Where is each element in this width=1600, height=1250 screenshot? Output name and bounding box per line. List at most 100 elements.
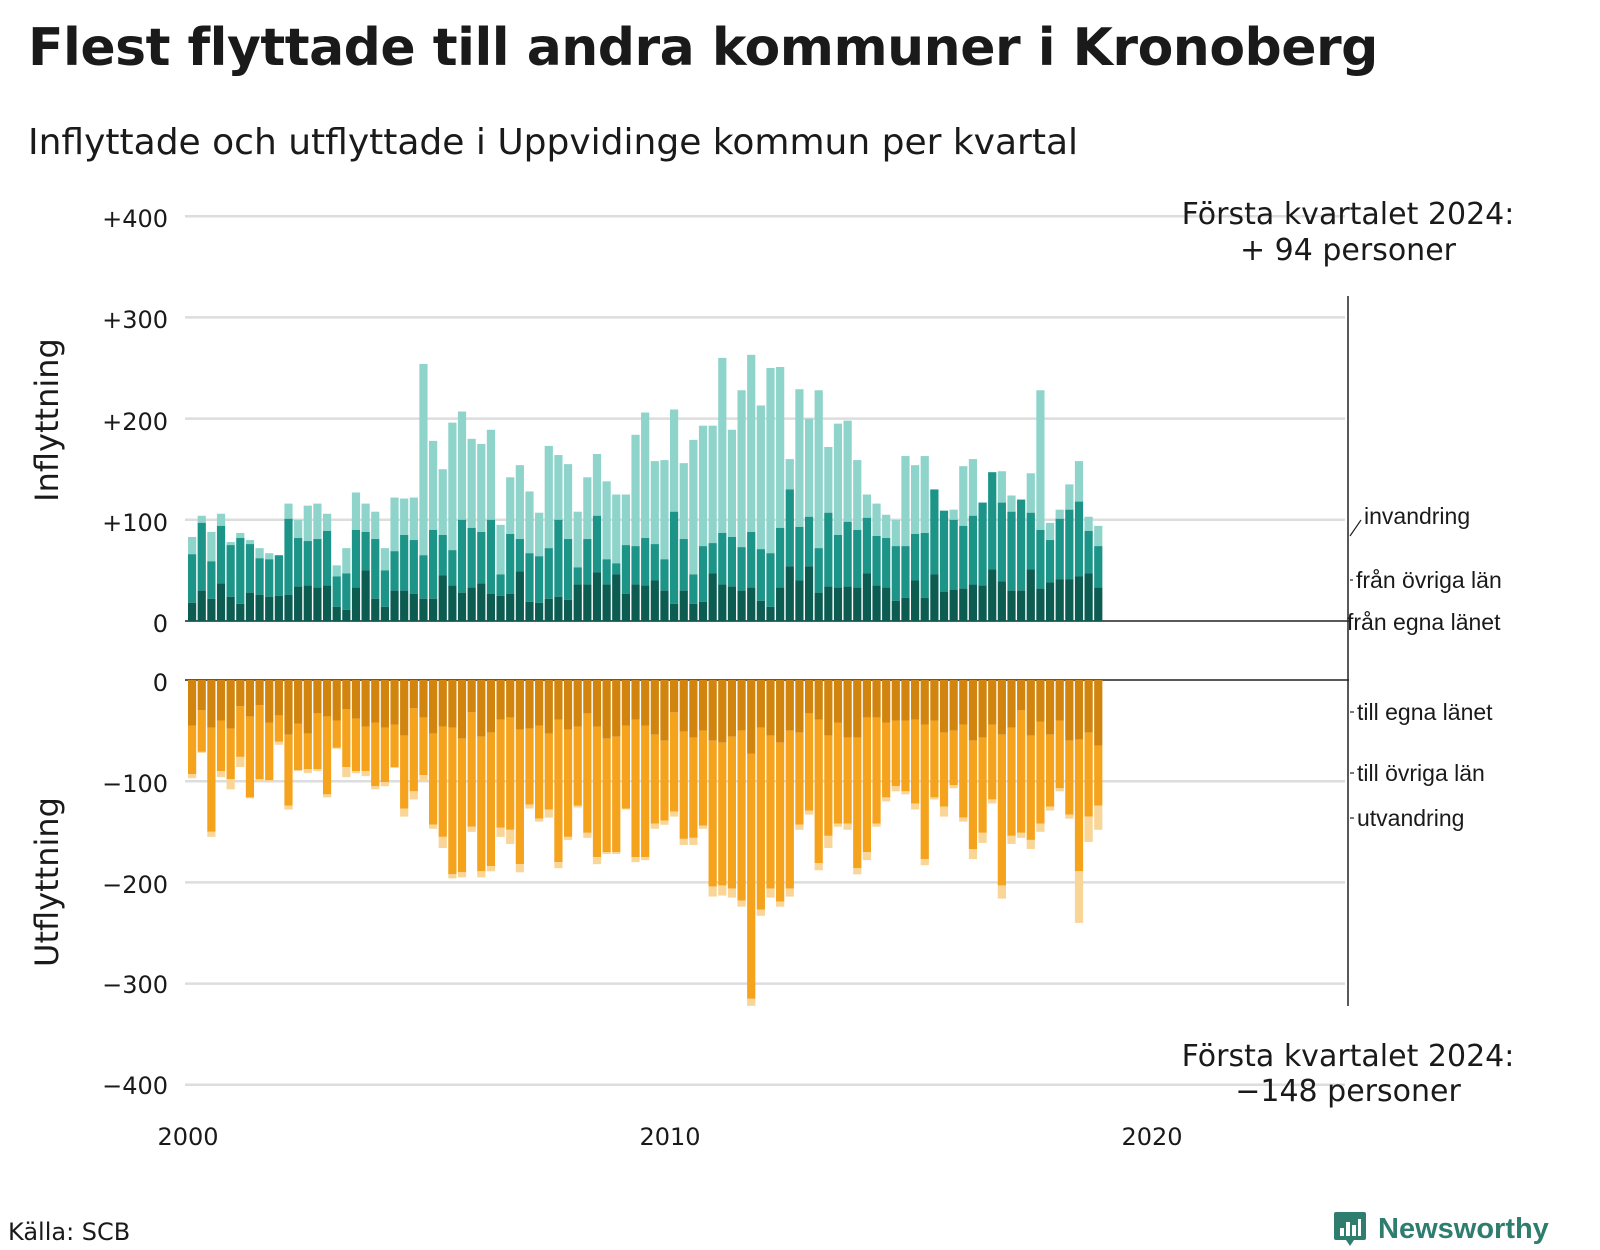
bar-inflow-own-county: [313, 587, 322, 621]
bar-inflow-other-counties: [766, 553, 775, 607]
bar-inflow-own-county: [1094, 587, 1103, 621]
bar-outflow-other-counties: [708, 740, 717, 887]
bar-inflow-immigration: [592, 454, 602, 516]
bar-outflow-own-county: [795, 680, 804, 733]
bar-inflow-own-county: [361, 570, 370, 621]
bar-outflow-other-counties: [833, 722, 843, 824]
bar-outflow-own-county: [978, 680, 987, 738]
bar-outflow-other-counties: [1074, 739, 1084, 872]
bar-inflow-other-counties: [322, 530, 332, 586]
bar-outflow-other-counties: [737, 730, 746, 901]
bar-inflow-other-counties: [882, 538, 891, 588]
bar-inflow-own-county: [602, 584, 611, 621]
bar-outflow-other-counties: [930, 720, 939, 798]
bar-outflow-other-counties: [245, 716, 255, 798]
bar-inflow-immigration: [776, 366, 785, 528]
bar-outflow-own-county: [535, 680, 544, 726]
bar-outflow-other-counties: [226, 728, 235, 780]
bar-outflow-own-county: [515, 680, 524, 730]
bar-outflow-emigration: [284, 805, 293, 810]
bar-inflow-immigration: [1045, 522, 1055, 541]
bar-outflow-own-county: [1065, 680, 1074, 741]
bar-inflow-immigration: [833, 423, 843, 535]
bar-inflow-immigration: [872, 503, 881, 536]
bar-outflow-other-counties: [554, 719, 563, 863]
bar-outflow-other-counties: [814, 719, 823, 864]
bar-outflow-emigration: [602, 852, 611, 855]
annotation-bottom-line1: Första kvartalet 2024:: [1182, 1039, 1515, 1074]
bar-inflow-other-counties: [351, 529, 361, 588]
bar-outflow-emigration: [631, 857, 640, 863]
bar-outflow-own-county: [853, 680, 862, 738]
bar-outflow-own-county: [689, 680, 698, 738]
bar-outflow-own-county: [959, 680, 968, 725]
bar-inflow-own-county: [988, 569, 997, 621]
brand-logo: Newsworthy: [1332, 1210, 1549, 1248]
bar-inflow-own-county: [891, 600, 900, 621]
bar-outflow-other-counties: [496, 719, 505, 828]
bar-inflow-own-county: [496, 595, 505, 621]
bar-inflow-other-counties: [660, 559, 669, 591]
bar-inflow-other-counties: [245, 544, 255, 593]
bar-inflow-other-counties: [303, 541, 312, 586]
bar-outflow-own-county: [968, 680, 978, 741]
bar-inflow-immigration: [843, 420, 852, 522]
bar-inflow-other-counties: [862, 517, 871, 574]
bar-outflow-other-counties: [1017, 710, 1026, 833]
bar-outflow-emigration: [390, 767, 399, 769]
bar-outflow-other-counties: [978, 737, 987, 833]
bar-outflow-own-county: [612, 680, 621, 737]
bar-outflow-other-counties: [727, 736, 737, 889]
bar-inflow-own-county: [438, 575, 447, 621]
bar-inflow-immigration: [804, 418, 814, 517]
bar-inflow-own-county: [621, 593, 630, 621]
bar-inflow-other-counties: [207, 561, 216, 599]
bar-outflow-emigration: [959, 817, 968, 822]
bar-inflow-other-counties: [554, 519, 563, 597]
bar-inflow-immigration: [1055, 509, 1064, 519]
bar-inflow-immigration: [612, 494, 621, 564]
bar-outflow-own-county: [486, 680, 496, 733]
bar-inflow-immigration: [390, 497, 399, 552]
bar-inflow-other-counties: [563, 539, 573, 600]
bar-inflow-immigration: [486, 429, 496, 520]
bar-outflow-own-county: [660, 680, 669, 741]
bar-inflow-other-counties: [390, 551, 399, 591]
bar-outflow-other-counties: [641, 725, 650, 858]
bar-inflow-immigration: [650, 461, 659, 545]
bar-inflow-own-county: [776, 587, 785, 621]
y-tick-bottom: −400: [102, 1072, 168, 1100]
bar-outflow-other-counties: [1055, 720, 1064, 789]
bar-inflow-immigration: [535, 512, 544, 557]
bar-outflow-emigration: [207, 831, 216, 837]
bar-outflow-own-county: [1074, 680, 1084, 740]
bar-inflow-immigration: [602, 481, 611, 560]
bar-inflow-immigration: [708, 425, 717, 544]
bar-outflow-emigration: [245, 797, 255, 799]
bar-inflow-other-counties: [515, 539, 524, 572]
bar-inflow-immigration: [968, 459, 978, 516]
bar-outflow-own-county: [833, 680, 843, 723]
bar-outflow-emigration: [766, 888, 775, 898]
brand-name: Newsworthy: [1378, 1212, 1549, 1245]
bar-outflow-other-counties: [698, 730, 708, 826]
bar-inflow-other-counties: [1055, 518, 1064, 580]
bar-outflow-other-counties: [785, 730, 794, 889]
bar-inflow-immigration: [882, 514, 891, 539]
bar-outflow-other-counties: [862, 717, 871, 853]
bar-outflow-own-county: [457, 680, 467, 739]
bar-outflow-emigration: [380, 782, 389, 787]
bar-inflow-immigration: [294, 519, 303, 539]
bar-outflow-other-counties: [236, 706, 245, 757]
bar-outflow-own-county: [1036, 680, 1045, 722]
bar-outflow-other-counties: [438, 726, 447, 837]
bar-inflow-own-county: [294, 586, 303, 621]
bar-outflow-own-county: [563, 680, 573, 730]
bar-inflow-own-county: [756, 600, 765, 621]
bar-inflow-immigration: [920, 456, 929, 533]
bar-inflow-own-county: [833, 587, 843, 621]
bar-outflow-own-county: [766, 680, 775, 736]
bar-outflow-own-county: [679, 680, 688, 732]
bar-inflow-other-counties: [486, 519, 496, 594]
bar-outflow-other-counties: [351, 718, 361, 772]
